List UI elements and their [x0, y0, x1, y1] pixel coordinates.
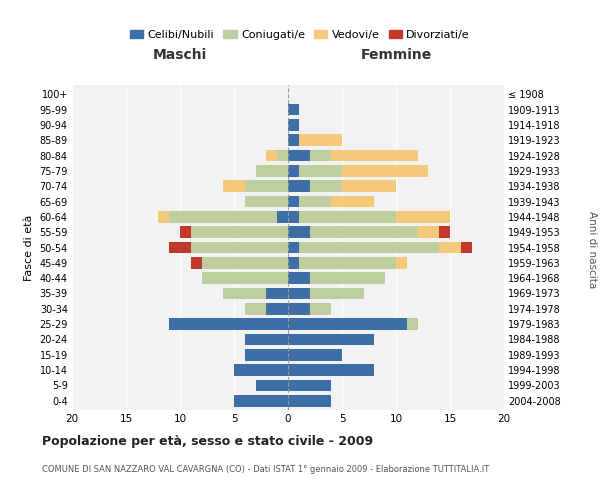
Bar — [288, 395, 331, 406]
Text: Popolazione per età, sesso e stato civile - 2009: Popolazione per età, sesso e stato civil… — [42, 435, 373, 448]
Bar — [256, 380, 288, 391]
Bar — [288, 104, 299, 116]
Bar — [331, 196, 374, 207]
Bar — [191, 242, 288, 253]
Text: Femmine: Femmine — [361, 48, 431, 62]
Y-axis label: Fasce di età: Fasce di età — [24, 214, 34, 280]
Bar — [288, 150, 310, 162]
Bar — [299, 134, 342, 146]
Bar — [288, 288, 310, 299]
Bar — [202, 257, 288, 268]
Bar — [169, 211, 277, 222]
Bar — [288, 211, 299, 222]
Bar — [288, 119, 299, 130]
Bar — [266, 303, 288, 314]
Bar — [245, 349, 288, 360]
Bar — [288, 272, 310, 284]
Bar — [299, 242, 439, 253]
Bar — [256, 165, 288, 176]
Bar — [310, 180, 342, 192]
Bar — [396, 257, 407, 268]
Bar — [266, 150, 277, 162]
Bar — [439, 242, 461, 253]
Bar — [342, 180, 396, 192]
Bar — [223, 288, 266, 299]
Bar — [245, 303, 266, 314]
Bar — [202, 272, 288, 284]
Bar — [169, 242, 191, 253]
Bar — [277, 150, 288, 162]
Bar — [439, 226, 450, 238]
Text: Maschi: Maschi — [153, 48, 207, 62]
Bar — [288, 334, 374, 345]
Bar — [288, 180, 310, 192]
Bar — [245, 196, 288, 207]
Bar — [342, 165, 428, 176]
Bar — [288, 318, 407, 330]
Bar — [331, 150, 418, 162]
Text: COMUNE DI SAN NAZZARO VAL CAVARGNA (CO) - Dati ISTAT 1° gennaio 2009 - Elaborazi: COMUNE DI SAN NAZZARO VAL CAVARGNA (CO) … — [42, 465, 489, 474]
Bar — [310, 272, 385, 284]
Bar — [288, 226, 310, 238]
Bar — [288, 134, 299, 146]
Bar — [310, 288, 364, 299]
Bar — [288, 242, 299, 253]
Bar — [310, 150, 331, 162]
Bar — [310, 226, 418, 238]
Bar — [461, 242, 472, 253]
Bar — [407, 318, 418, 330]
Bar — [169, 318, 288, 330]
Bar — [223, 180, 245, 192]
Bar — [288, 349, 342, 360]
Bar — [310, 303, 331, 314]
Bar — [191, 226, 288, 238]
Bar — [234, 364, 288, 376]
Bar — [277, 211, 288, 222]
Bar — [288, 364, 374, 376]
Bar — [299, 165, 342, 176]
Bar — [299, 257, 396, 268]
Bar — [266, 288, 288, 299]
Bar — [245, 334, 288, 345]
Bar — [288, 165, 299, 176]
Bar — [396, 211, 450, 222]
Bar — [418, 226, 439, 238]
Bar — [180, 226, 191, 238]
Bar — [245, 180, 288, 192]
Bar — [158, 211, 169, 222]
Legend: Celibi/Nubili, Coniugati/e, Vedovi/e, Divorziati/e: Celibi/Nubili, Coniugati/e, Vedovi/e, Di… — [125, 26, 475, 44]
Bar — [299, 211, 396, 222]
Bar — [299, 196, 331, 207]
Bar — [234, 395, 288, 406]
Bar — [288, 257, 299, 268]
Bar — [288, 380, 331, 391]
Text: Anni di nascita: Anni di nascita — [587, 212, 597, 288]
Bar — [288, 303, 310, 314]
Bar — [191, 257, 202, 268]
Bar — [288, 196, 299, 207]
